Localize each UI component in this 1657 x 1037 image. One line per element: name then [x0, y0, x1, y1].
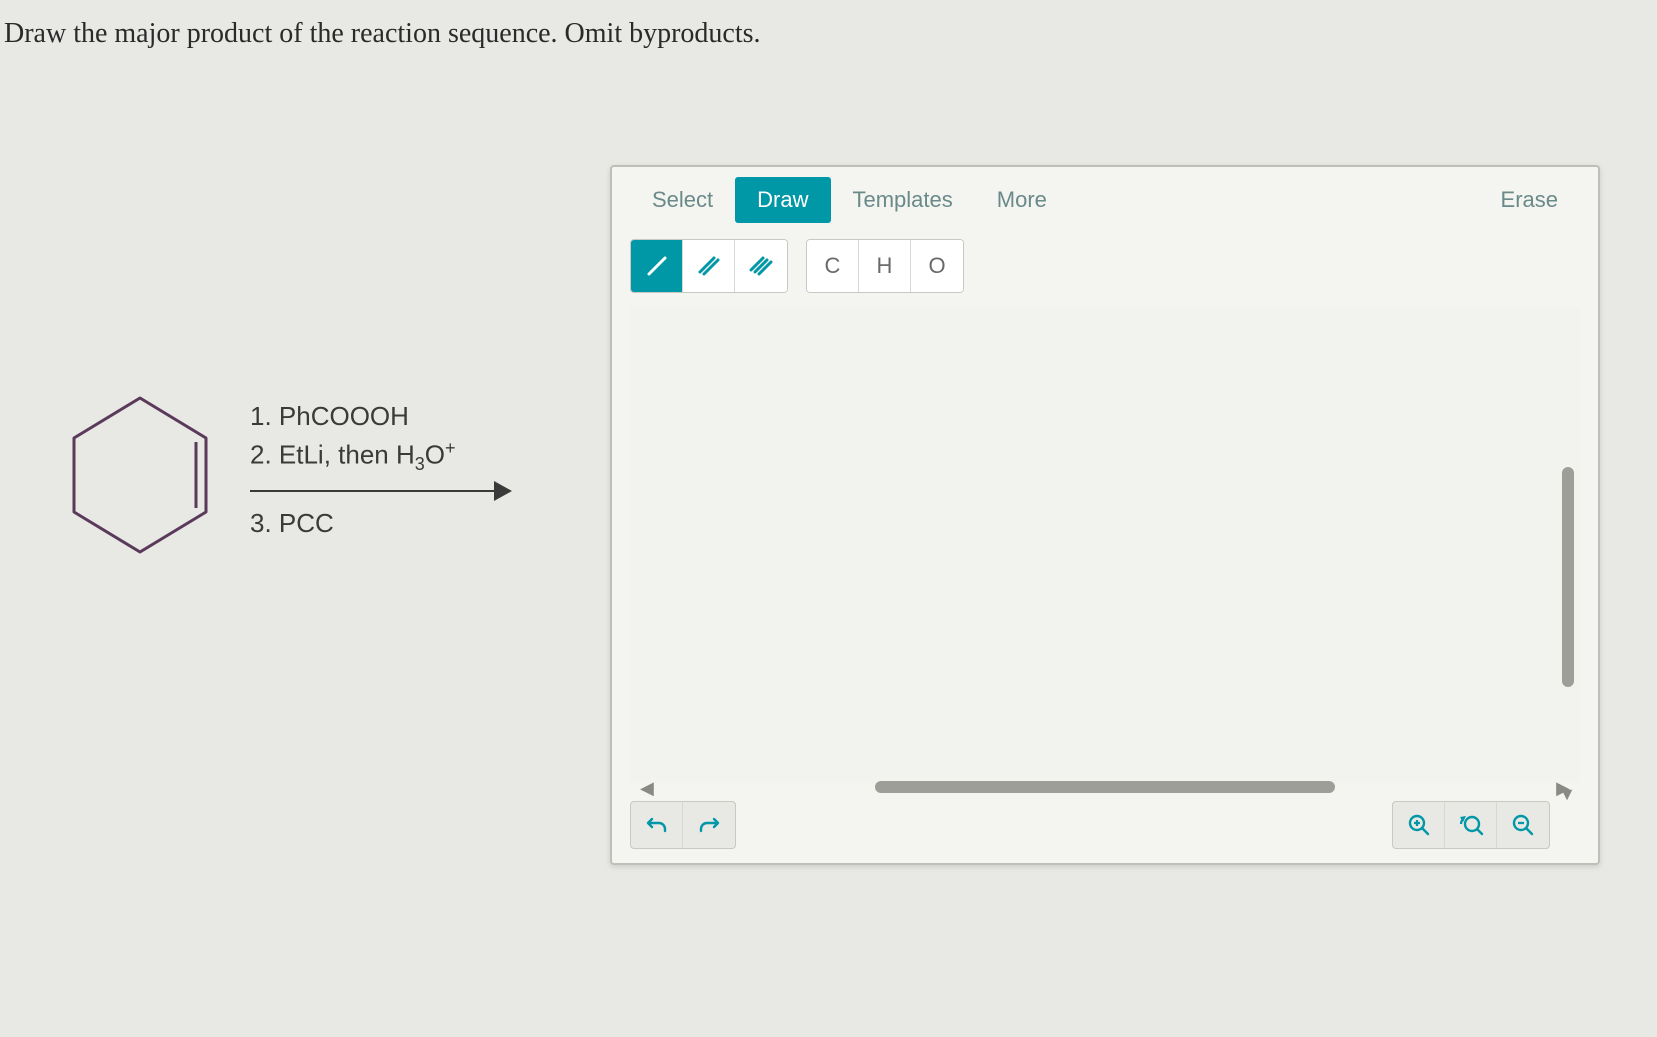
zoom-out-button[interactable]	[1497, 802, 1549, 848]
zoom-reset-icon	[1458, 812, 1484, 838]
redo-icon	[697, 813, 721, 837]
reagent-2-prefix: 2. EtLi, then H	[250, 439, 415, 469]
tab-more[interactable]: More	[975, 177, 1069, 223]
zoom-out-icon	[1510, 812, 1536, 838]
reagent-2-sup: +	[445, 438, 456, 458]
reagent-3: 3. PCC	[250, 508, 510, 539]
horizontal-scrollbar[interactable]	[875, 781, 1335, 793]
double-bond-tool[interactable]	[683, 240, 735, 292]
tab-erase[interactable]: Erase	[1479, 177, 1580, 223]
tab-draw[interactable]: Draw	[735, 177, 830, 223]
reagent-2-sub: 3	[415, 453, 425, 473]
reagent-list: 1. PhCOOOH 2. EtLi, then H3O+ 3. PCC	[250, 395, 510, 546]
drawing-canvas[interactable]	[630, 307, 1580, 783]
atom-tool-group: C H O	[806, 239, 964, 293]
tab-templates[interactable]: Templates	[831, 177, 975, 223]
tab-select[interactable]: Select	[630, 177, 735, 223]
vertical-scrollbar[interactable]	[1562, 467, 1574, 687]
double-bond-icon	[695, 252, 723, 280]
reaction-arrow	[250, 490, 510, 492]
single-bond-icon	[643, 252, 671, 280]
atom-o-button[interactable]: O	[911, 240, 963, 292]
triple-bond-icon	[747, 252, 775, 280]
atom-c-button[interactable]: C	[807, 240, 859, 292]
atom-h-button[interactable]: H	[859, 240, 911, 292]
triple-bond-tool[interactable]	[735, 240, 787, 292]
undo-button[interactable]	[631, 802, 683, 848]
zoom-group	[1392, 801, 1550, 849]
bottom-controls	[630, 801, 1580, 849]
structure-editor-panel: Select Draw Templates More Erase	[610, 165, 1600, 865]
editor-toolrow: C H O	[612, 229, 1598, 299]
redo-button[interactable]	[683, 802, 735, 848]
reagent-2: 2. EtLi, then H3O+	[250, 438, 510, 475]
scroll-right-arrow-icon[interactable]: ▶	[1556, 778, 1570, 799]
scroll-left-arrow-icon[interactable]: ◀	[640, 778, 654, 799]
cyclohexene-structure	[60, 380, 220, 560]
editor-tabbar: Select Draw Templates More Erase	[612, 167, 1598, 229]
reagent-1: 1. PhCOOOH	[250, 401, 510, 432]
single-bond-tool[interactable]	[631, 240, 683, 292]
zoom-in-icon	[1406, 812, 1432, 838]
undo-redo-group	[630, 801, 736, 849]
question-prompt: Draw the major product of the reaction s…	[4, 18, 761, 50]
reagent-2-mid: O	[425, 439, 445, 469]
zoom-in-button[interactable]	[1393, 802, 1445, 848]
reaction-scheme: 1. PhCOOOH 2. EtLi, then H3O+ 3. PCC	[60, 380, 510, 560]
bond-tool-group	[630, 239, 788, 293]
undo-icon	[645, 813, 669, 837]
zoom-reset-button[interactable]	[1445, 802, 1497, 848]
